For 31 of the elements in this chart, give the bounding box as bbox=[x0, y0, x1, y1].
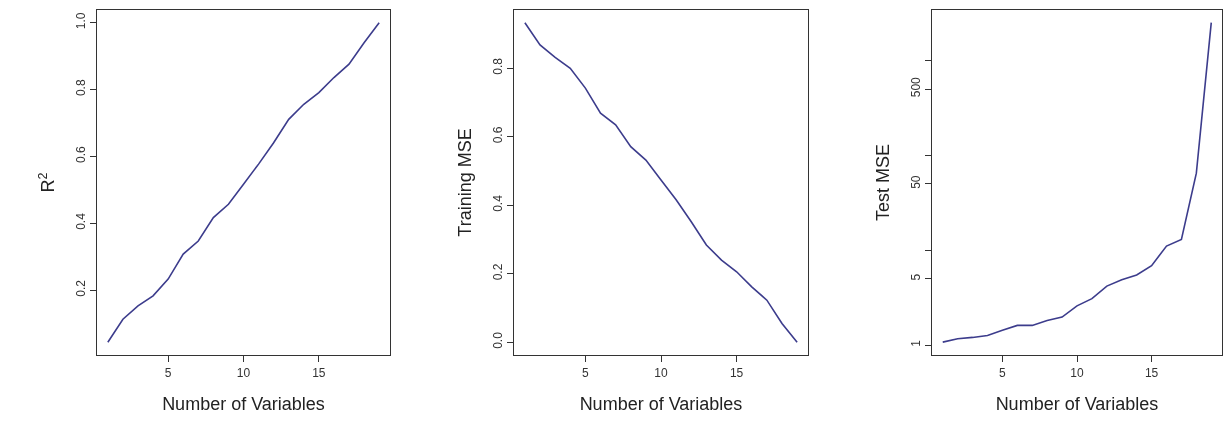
x-axis-title: Number of Variables bbox=[162, 393, 325, 414]
y-tick-label: 50 bbox=[909, 175, 924, 189]
x-tick-label: 15 bbox=[312, 365, 326, 380]
y-tick-label: 1 bbox=[909, 339, 924, 347]
x-tick-label: 10 bbox=[236, 365, 251, 380]
x-tick-label: 10 bbox=[1070, 365, 1084, 380]
line-series bbox=[941, 21, 1213, 343]
x-tick-label: 10 bbox=[654, 365, 668, 380]
y-tick-label: 0.8 bbox=[491, 57, 506, 75]
y-axis-title: Training MSE bbox=[455, 128, 476, 237]
x-tick-label: 15 bbox=[1144, 365, 1159, 380]
x-axis-title: Number of Variables bbox=[995, 393, 1159, 414]
y-tick-label: 0.2 bbox=[491, 263, 506, 281]
y-tick-label: 0.4 bbox=[74, 212, 89, 230]
y-tick-label: 0.8 bbox=[74, 79, 89, 97]
y-tick-label: 0.6 bbox=[74, 145, 89, 163]
x-tick-label: 5 bbox=[999, 365, 1007, 380]
line-series bbox=[524, 21, 798, 344]
y-tick-label: 0.4 bbox=[491, 194, 506, 212]
y-tick-label: 0.2 bbox=[74, 279, 89, 297]
x-tick-label: 5 bbox=[164, 365, 172, 380]
y-tick-label: 0.0 bbox=[491, 331, 506, 349]
y-tick-label: 1.0 bbox=[74, 12, 89, 30]
x-axis-title: Number of Variables bbox=[579, 393, 743, 414]
x-tick-label: 5 bbox=[582, 365, 590, 380]
y-tick-label: 500 bbox=[909, 76, 924, 98]
y-axis-title: Test MSE bbox=[873, 143, 894, 222]
x-tick-label: 15 bbox=[729, 365, 744, 380]
y-tick-label: 5 bbox=[909, 273, 924, 281]
y-tick-label: 0.6 bbox=[491, 126, 506, 144]
line-series bbox=[107, 21, 380, 344]
